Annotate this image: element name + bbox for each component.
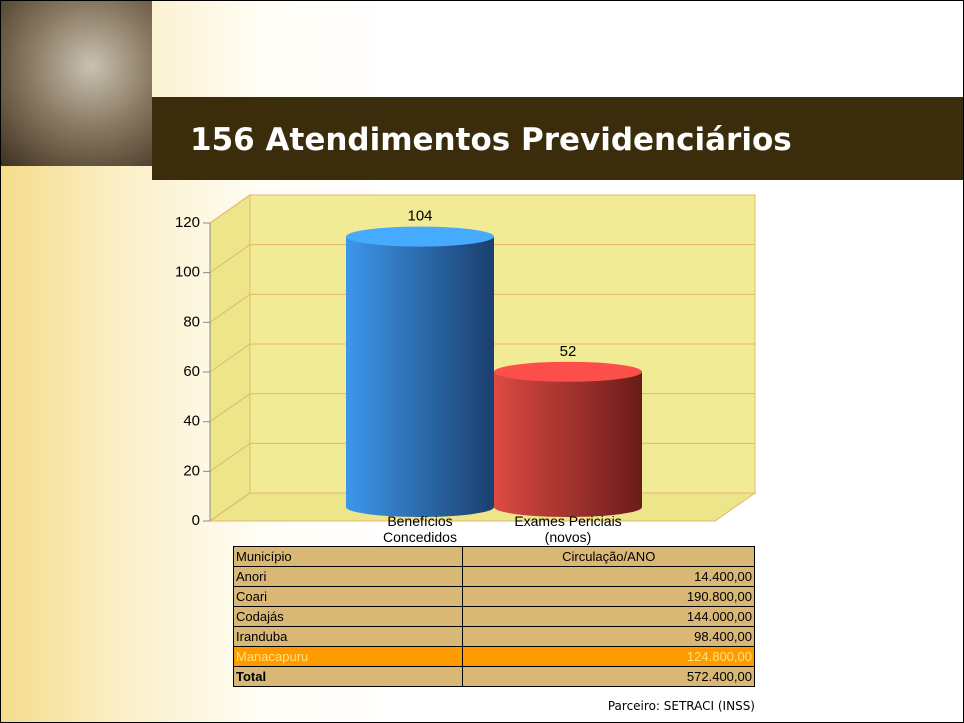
x-tick-label: Benefícios Concedidos	[383, 513, 457, 545]
y-tick-label: 120	[175, 214, 200, 231]
table-row: Anori 14.400,00	[232, 566, 755, 587]
table-cell: Total	[232, 666, 464, 687]
grid-line	[209, 244, 755, 274]
table-row: Codajás 144.000,00	[232, 606, 755, 627]
table-cell: 190.800,00	[462, 586, 755, 607]
bar	[346, 226, 494, 517]
title-band	[152, 97, 964, 180]
data-table: Município Circulação/ANO Anori 14.400,00 Coa…	[232, 546, 755, 687]
bar	[494, 361, 642, 517]
table-cell: 14.400,00	[462, 566, 755, 587]
table-cell: Codajás	[232, 606, 464, 627]
grid-line	[209, 343, 755, 373]
slide-title: 156 Atendimentos Previdenciários	[190, 122, 792, 158]
table-row: Manacapuru 124.800,00	[232, 646, 755, 667]
table-cell: 124.800,00	[462, 646, 755, 667]
table-row: Município Circulação/ANO	[232, 546, 755, 567]
y-tick-label: 100	[175, 264, 200, 281]
y-tick-label: 60	[183, 363, 200, 380]
y-tick-label: 40	[183, 413, 200, 430]
table-row: Total 572.400,00	[232, 666, 755, 687]
table-row: Coari 190.800,00	[232, 586, 755, 607]
footer: Parceiro: SETRACI (INSS)	[607, 699, 755, 713]
table-cell: Coari	[232, 586, 464, 607]
x-tick-label: Exames Periciais (novos)	[514, 513, 622, 545]
grid-line	[209, 194, 755, 224]
grid-line	[209, 293, 755, 323]
table-cell: Iranduba	[232, 626, 464, 647]
table-cell: 572.400,00	[462, 666, 755, 687]
table-cell: Município	[232, 546, 464, 567]
y-tick-label: 0	[192, 512, 200, 529]
table-cell: Manacapuru	[232, 646, 464, 667]
table-cell: Anori	[232, 566, 464, 587]
value-label: 52	[560, 343, 577, 360]
y-tick-label: 80	[183, 313, 200, 330]
y-tick-label: 20	[183, 462, 200, 479]
value-label: 104	[407, 208, 432, 225]
table-row: Iranduba 98.400,00	[232, 626, 755, 647]
photo	[0, 0, 152, 166]
